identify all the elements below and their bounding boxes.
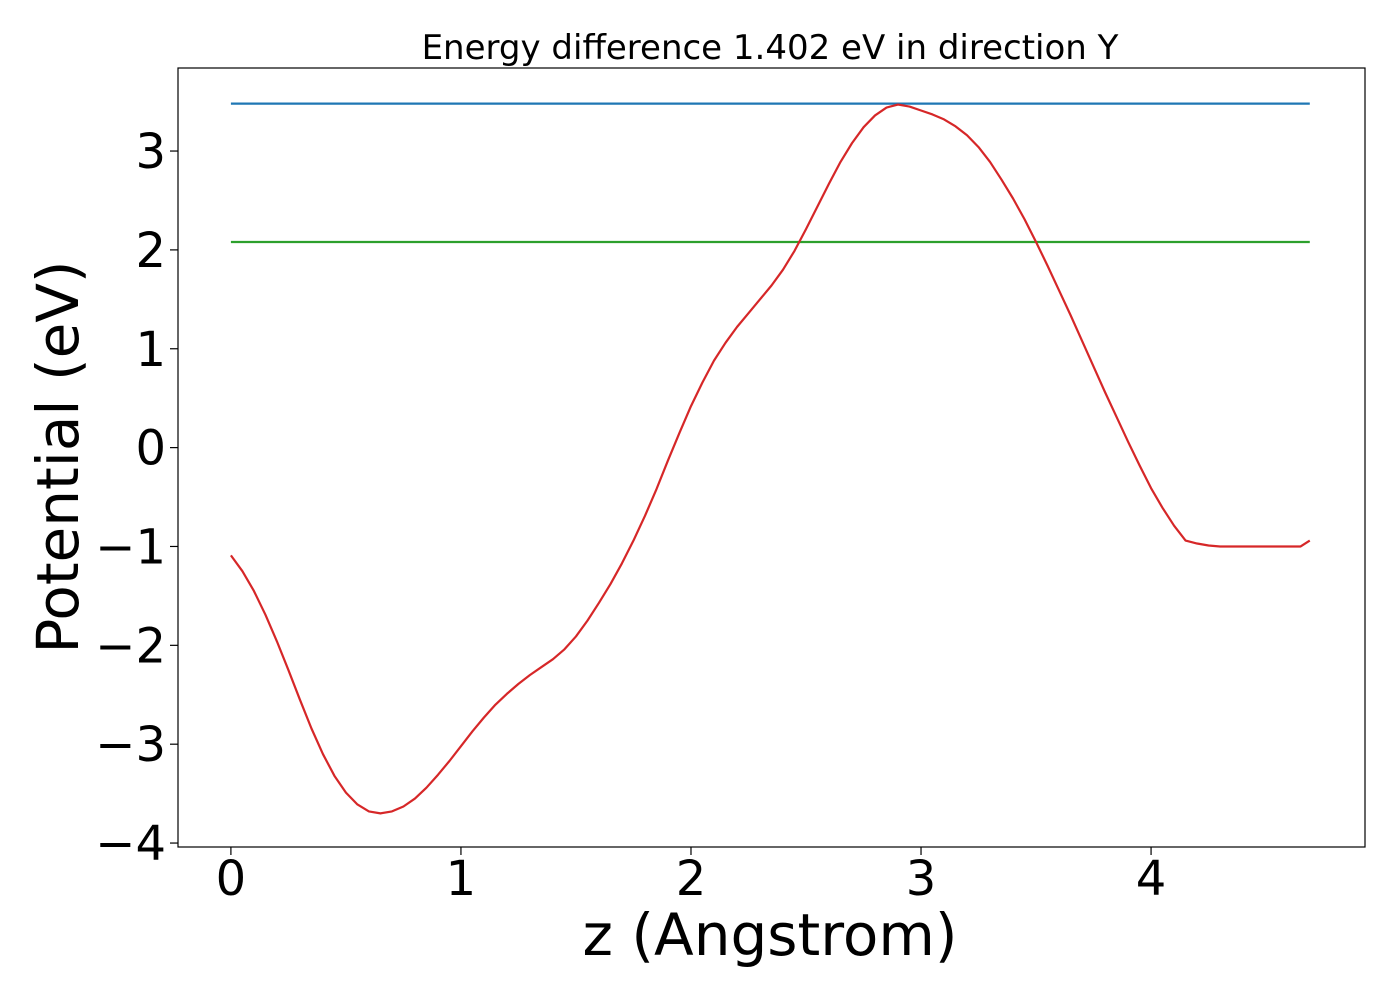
x-axis: 0 1 2 3 4 xyxy=(216,847,1167,907)
y-tick-label: −2 xyxy=(95,618,166,674)
x-tick-label: 2 xyxy=(676,851,707,907)
y-tick-label: 0 xyxy=(135,421,166,477)
y-tick-label: −1 xyxy=(95,519,166,575)
y-axis: −4 −3 −2 −1 0 1 2 3 xyxy=(95,124,178,872)
x-tick-label: 4 xyxy=(1136,851,1167,907)
plot-area xyxy=(177,67,1366,848)
series-line-0 xyxy=(230,103,1311,815)
y-tick-label: −3 xyxy=(95,717,166,773)
x-tick-label: 3 xyxy=(906,851,937,907)
y-tick-label: 3 xyxy=(135,124,166,180)
y-tick-label: −4 xyxy=(95,816,166,872)
chart-title: Energy difference 1.402 eV in direction … xyxy=(422,28,1119,68)
series-layer xyxy=(230,102,1311,815)
y-tick-label: 2 xyxy=(135,223,166,279)
x-axis-label: z (Angstrom) xyxy=(583,901,958,969)
x-tick-label: 1 xyxy=(446,851,477,907)
x-tick-label: 0 xyxy=(216,851,247,907)
y-tick-label: 1 xyxy=(135,322,166,378)
y-axis-label: Potential (eV) xyxy=(24,260,92,653)
